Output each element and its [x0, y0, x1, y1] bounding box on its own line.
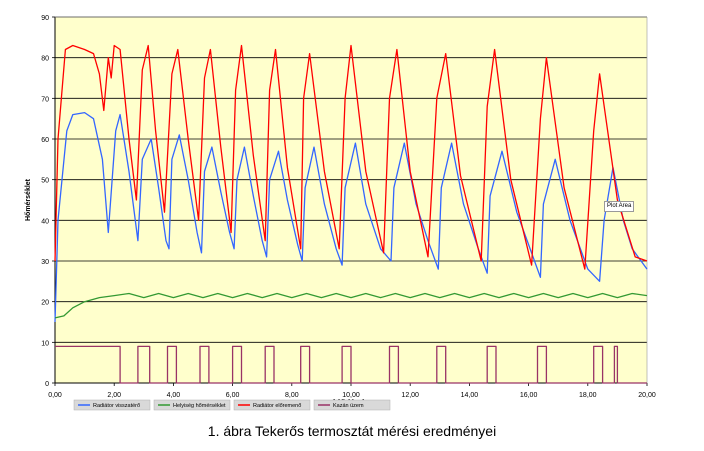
legend-label: Helyiség hőmérséklet [173, 403, 226, 409]
x-tick-label: 0,00 [48, 392, 62, 399]
x-tick-label: 8,00 [285, 392, 299, 399]
legend-label: Radiátor előremenő [253, 403, 301, 409]
y-tick-label: 70 [41, 96, 49, 103]
legend-item-bg [233, 399, 311, 411]
x-tick-label: 20,00 [638, 392, 656, 399]
series-line-4 [55, 345, 647, 384]
y-tick-label: 30 [41, 259, 49, 266]
x-tick-label: 2,00 [107, 392, 121, 399]
y-tick-label: 50 [41, 178, 49, 185]
line-chart: 0 10 20 30 40 50 60 70 80 90 0,00 2,00 4,00 6,00 8,00 1… [25, 15, 656, 411]
y-axis-label: Hőmérséklet [25, 178, 32, 221]
y-tick-label: 80 [41, 56, 49, 63]
legend-label: Radiátor visszatérő [93, 403, 140, 409]
x-tick-label: 16,00 [520, 392, 538, 399]
y-tick-label: 90 [41, 15, 49, 22]
x-tick-label: 4,00 [167, 392, 181, 399]
x-tick-label: 10,00 [342, 392, 360, 399]
plot-area[interactable] [55, 17, 647, 383]
y-tick-label: 40 [41, 218, 49, 225]
x-tick-label: 12,00 [401, 392, 419, 399]
x-tick-label: 14,00 [461, 392, 479, 399]
legend-item-bg [313, 399, 391, 411]
figure-caption: 1. ábra Tekerős termosztát mérési eredmé… [207, 423, 497, 439]
y-tick-label: 20 [41, 300, 49, 307]
x-tick-label: 18,00 [579, 392, 597, 399]
legend: Radiátor visszatérő Helyiség hőmérséklet R… [73, 399, 391, 411]
x-tick-label: 6,00 [226, 392, 240, 399]
series-line-3 [54, 44, 648, 270]
series-line-2 [54, 292, 648, 319]
legend-item-bg [73, 399, 151, 411]
y-tick-label: 10 [41, 340, 49, 347]
series-line-1 [54, 111, 648, 323]
legend-label: Kazán üzem [333, 403, 364, 409]
legend-item-bg [153, 399, 231, 411]
series-layer [54, 44, 648, 384]
y-tick-label: 60 [41, 137, 49, 144]
plot-area-tooltip: Plot Area [604, 201, 635, 212]
y-tick-label: 0 [45, 381, 49, 388]
